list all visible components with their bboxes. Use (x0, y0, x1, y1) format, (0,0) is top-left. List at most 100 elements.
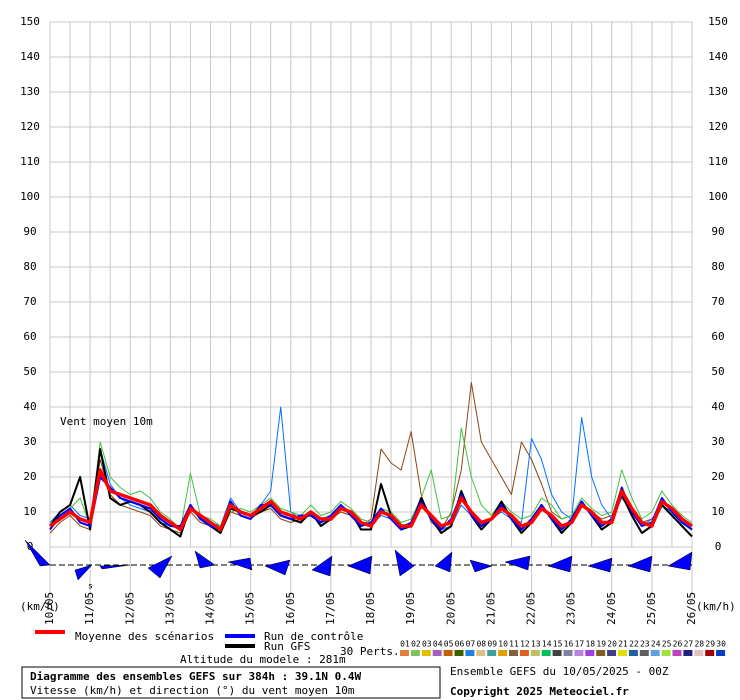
legend-member-label: 22 (629, 640, 639, 649)
legend-member-label: 04 (433, 640, 443, 649)
legend-member-label: 03 (422, 640, 432, 649)
legend-member-swatch (563, 650, 573, 656)
y-tick-label: 60 (711, 330, 724, 343)
y-tick-label: 140 (20, 50, 40, 63)
x-tick-label: 11/05 (83, 592, 96, 625)
legend-member-swatch (672, 650, 682, 656)
legend-member-swatch (519, 650, 529, 656)
legend-member-label: 16 (564, 640, 574, 649)
legend-member-label: 15 (553, 640, 563, 649)
legend-member-swatch (443, 650, 453, 656)
run-info: Ensemble GEFS du 10/05/2025 - 00Z (450, 665, 669, 678)
legend-member-label: 06 (455, 640, 465, 649)
y-tick-label: 150 (708, 15, 728, 28)
y-tick-label: 10 (23, 505, 36, 518)
legend-member-swatch (596, 650, 606, 656)
y-tick-label: 10 (711, 505, 724, 518)
legend-member-swatch (574, 650, 584, 656)
x-tick-label: 23/05 (565, 592, 578, 625)
y-tick-label: 80 (23, 260, 36, 273)
legend-member-swatch (705, 650, 715, 656)
y-tick-label: 100 (708, 190, 728, 203)
legend-member-label: 01 (400, 640, 410, 649)
plot: 10/05 11/05 12/05 13/05 14/05 15/05 16/05 17/05… (20, 15, 728, 656)
y-unit: (km/h) (20, 600, 60, 613)
ensemble-label: 30 Perts. (340, 645, 400, 658)
legend-member-swatch (683, 650, 693, 656)
direction-letter: s (88, 582, 93, 591)
legend-member-swatch (487, 650, 497, 656)
legend-member-label: 28 (694, 640, 704, 649)
y-tick-label: 40 (711, 400, 724, 413)
y-tick-label: 60 (23, 330, 36, 343)
y-tick-label: 120 (708, 120, 728, 133)
legend-member-swatch (400, 650, 409, 656)
chart-title: Diagramme des ensembles GEFS sur 384h : … (30, 670, 362, 683)
legend-member-label: 21 (618, 640, 628, 649)
legend-member-swatch (432, 650, 442, 656)
legend-member-swatch (454, 650, 464, 656)
legend-member-label: 13 (531, 640, 541, 649)
y-tick-label: 90 (23, 225, 36, 238)
x-tick-label: 12/05 (123, 592, 136, 625)
x-tick-label: 15/05 (244, 592, 257, 625)
y-tick-label: 70 (23, 295, 36, 308)
legend-member-swatch (585, 650, 595, 656)
legend-member-label: 24 (651, 640, 661, 649)
legend-member-label: 02 (411, 640, 421, 649)
legend-label: Moyenne des scénarios (75, 630, 214, 643)
legend-member-swatch (465, 650, 475, 656)
legend-member-label: 23 (640, 640, 650, 649)
x-tick-label: 17/05 (324, 592, 337, 625)
y-unit: (km/h) (696, 600, 736, 613)
legend-member-swatch (552, 650, 562, 656)
annotation: Vent moyen 10m (60, 415, 153, 428)
legend-member-label: 30 (716, 640, 726, 649)
y-tick-label: 70 (711, 295, 724, 308)
x-tick-label: 21/05 (484, 592, 497, 625)
altitude: Altitude du modele : 281m (180, 653, 346, 666)
legend-member-swatch (509, 650, 518, 656)
y-tick-label: 90 (711, 225, 724, 238)
legend-member-label: 08 (476, 640, 486, 649)
x-tick-label: 24/05 (605, 592, 618, 625)
y-tick-label: 130 (708, 85, 728, 98)
y-tick-label: 20 (711, 470, 724, 483)
legend-member-label: 26 (673, 640, 683, 649)
title-box (21, 666, 441, 699)
x-tick-label: 22/05 (525, 592, 538, 625)
legend-member-label: 07 (466, 640, 476, 649)
legend-member-label: 10 (498, 640, 508, 649)
y-tick-label: 50 (23, 365, 36, 378)
y-tick-label: 20 (23, 470, 36, 483)
legend-member-label: 19 (596, 640, 606, 649)
legend-member-swatch (421, 650, 431, 656)
legend-member-swatch (607, 650, 617, 656)
y-tick-label: 130 (20, 85, 40, 98)
legend-member-label: 27 (684, 640, 694, 649)
y-tick-label: 30 (23, 435, 36, 448)
legend-member-swatch (661, 650, 671, 656)
legend-member-swatch (628, 650, 638, 656)
x-tick-label: 25/05 (645, 592, 658, 625)
y-tick-label: 120 (20, 120, 40, 133)
y-tick-label: 80 (711, 260, 724, 273)
x-tick-label: 14/05 (204, 592, 217, 625)
legend-member-label: 18 (585, 640, 595, 649)
legend-member-label: 09 (487, 640, 497, 649)
copyright: Copyright 2025 Meteociel.fr (450, 685, 629, 698)
legend-member-swatch (476, 650, 486, 656)
legend-member-swatch (410, 650, 420, 656)
legend-member-swatch (639, 650, 649, 656)
legend-label: Run GFS (264, 640, 310, 653)
x-tick-label: 13/05 (163, 592, 176, 625)
legend-member-label: 17 (575, 640, 585, 649)
legend-member-swatch (694, 650, 704, 656)
legend-member-label: 05 (444, 640, 454, 649)
y-tick-label: 110 (20, 155, 40, 168)
legend-member-swatch (541, 650, 551, 656)
y-tick-label: 50 (711, 365, 724, 378)
legend-member-label: 20 (607, 640, 617, 649)
legend-member-swatch (618, 650, 627, 656)
